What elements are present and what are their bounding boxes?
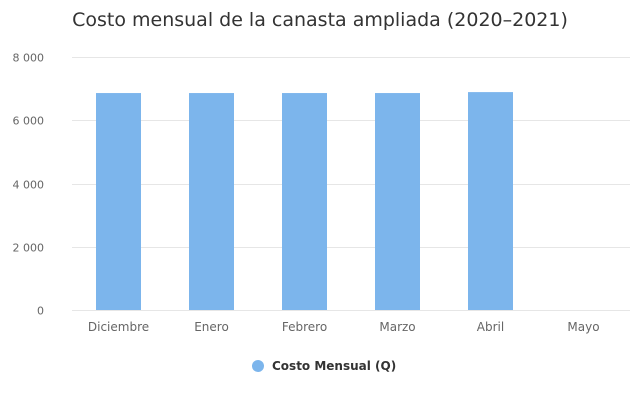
- bar-series: [96, 92, 513, 311]
- y-tick-label: 2 000: [13, 242, 45, 255]
- y-tick-label: 4 000: [13, 179, 45, 192]
- y-tick-label: 8 000: [13, 52, 45, 65]
- bar[interactable]: [468, 92, 513, 310]
- chart-title: Costo mensual de la canasta ampliada (20…: [72, 9, 568, 31]
- y-tick-label: 0: [37, 305, 44, 318]
- x-tick-label: Mayo: [567, 320, 599, 334]
- y-axis-ticks: 0 2 000 4 000 6 000 8 000: [13, 52, 45, 318]
- legend-symbol: [252, 360, 264, 372]
- bar[interactable]: [96, 93, 141, 311]
- x-tick-label: Marzo: [379, 320, 415, 334]
- x-axis-ticks: Diciembre Enero Febrero Marzo Abril Mayo: [88, 320, 600, 334]
- grid-lines: [72, 57, 630, 311]
- bar[interactable]: [189, 93, 234, 311]
- x-tick-label: Febrero: [282, 320, 327, 334]
- legend-label: Costo Mensual (Q): [272, 359, 396, 373]
- legend[interactable]: Costo Mensual (Q): [252, 359, 396, 373]
- x-tick-label: Diciembre: [88, 320, 149, 334]
- y-tick-label: 6 000: [13, 115, 45, 128]
- bar[interactable]: [282, 93, 327, 311]
- bar[interactable]: [375, 93, 420, 311]
- x-tick-label: Abril: [477, 320, 504, 334]
- x-tick-label: Enero: [194, 320, 229, 334]
